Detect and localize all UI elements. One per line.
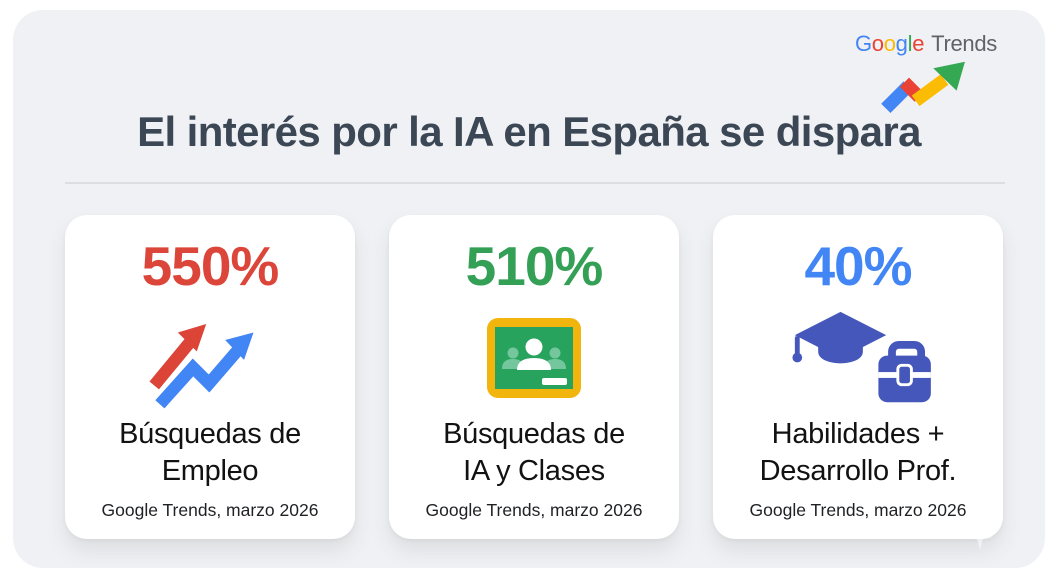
- google-trends-logo-text: Google Trends: [854, 31, 997, 56]
- stat-label: Habilidades + Desarrollo Prof.: [760, 416, 957, 489]
- trends-zigzag-arrow-icon: [881, 61, 965, 114]
- google-trends-logo: Google Trends: [854, 31, 997, 114]
- title-divider: [65, 182, 1005, 184]
- stat-label-line2: Desarrollo Prof.: [759, 454, 957, 487]
- logo-letter: l: [907, 31, 913, 56]
- graduation-cap-icon: [792, 311, 887, 364]
- stat-card-ia-clases: 510% Búsquedas de: [389, 215, 679, 539]
- logo-letter: g: [895, 31, 908, 56]
- stat-source: Google Trends, marzo 2026: [101, 500, 319, 521]
- stat-value: 510%: [465, 235, 604, 297]
- stat-source: Google Trends, marzo 2026: [425, 500, 643, 521]
- graduation-cap-briefcase-icon: [785, 302, 931, 414]
- trending-up-arrows-icon: [138, 302, 282, 414]
- logo-letter: e: [912, 31, 925, 56]
- stat-label-line1: Búsquedas de: [119, 418, 301, 450]
- stat-card-habilidades-desarrollo: 40%: [713, 215, 1003, 539]
- briefcase-icon: [878, 341, 931, 403]
- slide-background: Google Trends El interés por la IA en Esp…: [13, 10, 1045, 568]
- logo-letter: o: [883, 31, 896, 56]
- stat-label-line1: Habilidades +: [771, 418, 945, 450]
- stat-cards-row: 550% Búsquedas de Empleo Google Trends, …: [65, 215, 1003, 539]
- stat-source: Google Trends, marzo 2026: [749, 500, 967, 521]
- stat-value: 40%: [804, 235, 912, 297]
- stat-label: Búsquedas de IA y Clases: [443, 416, 625, 489]
- stat-label-line2: Empleo: [161, 454, 259, 487]
- google-classroom-icon: [487, 302, 581, 414]
- stat-card-busquedas-empleo: 550% Búsquedas de Empleo Google Trends, …: [65, 215, 355, 539]
- page-title: El interés por la IA en España se dispar…: [137, 108, 921, 155]
- stat-label-line2: IA y Clases: [463, 454, 605, 487]
- stat-value: 550%: [141, 235, 280, 297]
- logo-letter: G: [854, 31, 872, 56]
- logo-letter: o: [871, 31, 884, 56]
- logo-product-name: Trends: [931, 31, 997, 56]
- stat-label-line1: Búsquedas de: [443, 418, 625, 450]
- stat-label: Búsquedas de Empleo: [119, 416, 301, 489]
